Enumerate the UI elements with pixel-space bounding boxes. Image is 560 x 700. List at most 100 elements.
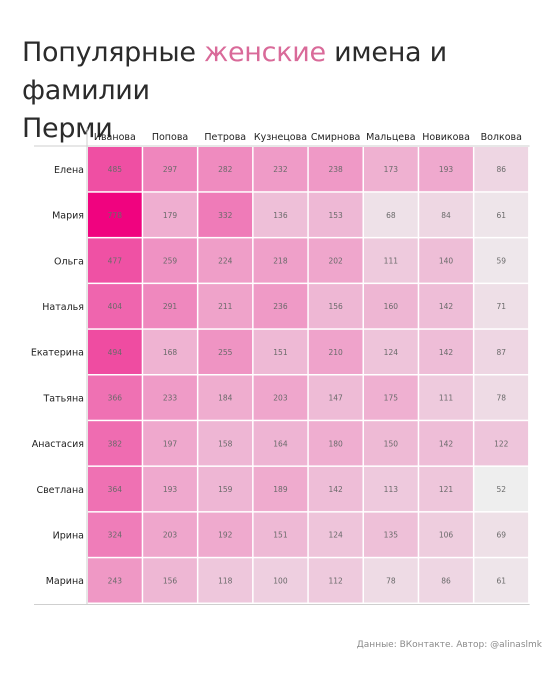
- cell-value-label: 156: [163, 576, 178, 585]
- heatmap-cell: [364, 192, 418, 237]
- cell-value-label: 477: [108, 257, 123, 266]
- row-label: Марина: [46, 576, 84, 587]
- row-label: Ирина: [53, 530, 84, 541]
- cell-value-label: 71: [496, 302, 506, 311]
- cell-value-label: 135: [384, 531, 399, 540]
- cell-value-label: 164: [273, 439, 288, 448]
- heatmap-cell: [364, 238, 418, 283]
- column-label: Попова: [152, 132, 188, 143]
- row-label: Екатерина: [31, 348, 84, 359]
- cell-value-label: 236: [273, 302, 288, 311]
- column-label: Иванова: [94, 132, 136, 143]
- cell-value-label: 180: [328, 439, 343, 448]
- cell-value-label: 84: [441, 211, 451, 220]
- heatmap-cell: [474, 421, 529, 466]
- heatmap-cell: [88, 147, 142, 192]
- heatmap-cell: [253, 466, 308, 512]
- column-label: Мальцева: [366, 132, 415, 143]
- cell-value-label: 142: [439, 302, 454, 311]
- heatmap-cell: [253, 192, 308, 237]
- cell-value-label: 156: [328, 302, 343, 311]
- cell-value-label: 218: [273, 257, 288, 266]
- column-label: Смирнова: [311, 132, 360, 143]
- cell-value-label: 68: [386, 211, 396, 220]
- heatmap-cell: [474, 284, 529, 329]
- cell-value-label: 232: [273, 165, 288, 174]
- heatmap-cell: [419, 147, 473, 192]
- cell-value-label: 118: [218, 576, 233, 585]
- heatmap-cell: [364, 512, 418, 557]
- column-label: Волкова: [481, 132, 522, 143]
- heatmap-cell: [143, 238, 197, 283]
- cell-value-label: 233: [163, 394, 178, 403]
- cell-value-label: 778: [108, 211, 123, 220]
- cell-value-label: 168: [163, 348, 178, 357]
- cell-value-label: 142: [328, 485, 343, 494]
- row-label: Ольга: [54, 256, 84, 267]
- title-part1: Популярные: [22, 37, 204, 68]
- cell-value-label: 136: [273, 211, 288, 220]
- heatmap-cell: [88, 466, 142, 512]
- cell-value-label: 224: [218, 257, 233, 266]
- heatmap-cell: [364, 284, 418, 329]
- heatmap-cell: [143, 466, 197, 512]
- heatmap-cell: [474, 466, 529, 512]
- heatmap-cell: [474, 558, 529, 603]
- cell-value-label: 124: [328, 531, 343, 540]
- cell-value-label: 86: [496, 165, 506, 174]
- heatmap-cell: [253, 558, 308, 603]
- title-accent: женские: [203, 37, 326, 68]
- cell-value-label: 111: [384, 257, 399, 266]
- cell-value-label: 193: [163, 485, 178, 494]
- cell-value-label: 160: [384, 302, 399, 311]
- heatmap-cell: [474, 375, 529, 420]
- heatmap-cell: [143, 421, 197, 466]
- cell-value-label: 297: [163, 165, 178, 174]
- heatmap-cell: [198, 375, 253, 420]
- cell-value-label: 382: [108, 439, 123, 448]
- cell-value-label: 243: [108, 576, 123, 585]
- heatmap-cell: [88, 421, 142, 466]
- cell-value-label: 238: [328, 165, 343, 174]
- heatmap-cell: [198, 238, 253, 283]
- cell-value-label: 197: [163, 439, 178, 448]
- cell-value-label: 78: [496, 394, 506, 403]
- cell-value-label: 366: [108, 394, 123, 403]
- heatmap-cell: [253, 421, 308, 466]
- row-label: Светлана: [36, 485, 84, 496]
- heatmap-cell: [364, 329, 418, 374]
- heatmap-cell: [253, 329, 308, 374]
- heatmap-cell: [474, 192, 529, 237]
- heatmap-cell: [143, 512, 197, 557]
- cell-value-label: 121: [439, 485, 454, 494]
- footer-credit: Данные: ВКонтакте. Автор: @alinaslmk: [356, 640, 542, 650]
- row-label: Елена: [54, 165, 84, 176]
- heatmap-cell: [88, 238, 142, 283]
- cell-value-label: 364: [108, 485, 123, 494]
- heatmap-cell: [198, 421, 253, 466]
- cell-value-label: 332: [218, 211, 233, 220]
- title-line2: Перми: [22, 113, 113, 144]
- cell-value-label: 184: [218, 394, 233, 403]
- heatmap-cell: [419, 375, 473, 420]
- cell-value-label: 153: [328, 211, 343, 220]
- heatmap-cell: [308, 147, 363, 192]
- cell-value-label: 61: [496, 576, 506, 585]
- row-label: Татьяна: [42, 393, 84, 404]
- cell-value-label: 175: [384, 394, 399, 403]
- heatmap-cell: [143, 147, 197, 192]
- heatmap-cell: [198, 466, 253, 512]
- heatmap-cell: [143, 329, 197, 374]
- heatmap-cell: [308, 284, 363, 329]
- heatmap-cell: [198, 284, 253, 329]
- cell-value-label: 69: [496, 531, 506, 540]
- cell-value-label: 189: [273, 485, 288, 494]
- cell-value-label: 193: [439, 165, 454, 174]
- heatmap-cell: [143, 192, 197, 237]
- heatmap-cell: [253, 238, 308, 283]
- heatmap-cell: [364, 375, 418, 420]
- heatmap-cell: [419, 284, 473, 329]
- cell-value-label: 404: [108, 302, 123, 311]
- cell-value-label: 210: [328, 348, 343, 357]
- heatmap-cell: [88, 558, 142, 603]
